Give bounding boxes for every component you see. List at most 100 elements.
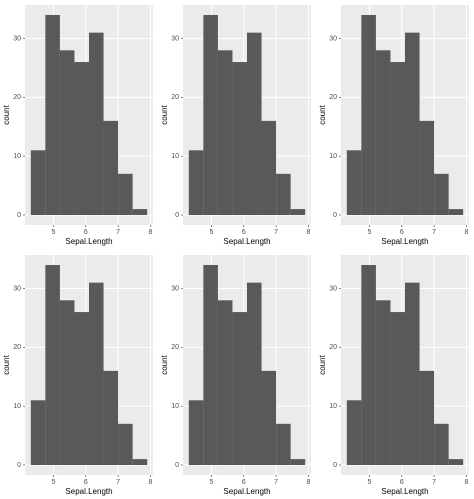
bar — [419, 370, 435, 465]
bar — [232, 312, 247, 465]
y-tick-label: 30 — [13, 285, 21, 292]
x-tick-label: 7 — [274, 229, 278, 236]
x-axis-title: Sepal.Length — [381, 237, 428, 246]
x-tick-label: 8 — [306, 479, 310, 486]
bar — [30, 150, 46, 215]
bar — [89, 32, 104, 215]
y-tick-label: 10 — [329, 153, 337, 160]
y-tick-label: 0 — [175, 212, 179, 219]
bar — [188, 150, 204, 215]
bar — [188, 400, 204, 465]
y-tick-label: 0 — [333, 462, 337, 469]
y-tick-label: 20 — [171, 94, 179, 101]
bar — [132, 459, 148, 465]
bar — [361, 15, 376, 215]
bar — [390, 312, 405, 465]
y-tick-label: 20 — [329, 94, 337, 101]
x-axis-title: Sepal.Length — [65, 237, 112, 246]
y-tick-label: 10 — [13, 153, 21, 160]
y-tick-label: 0 — [175, 462, 179, 469]
y-tick-label: 30 — [171, 35, 179, 42]
y-axis-title: count — [2, 104, 11, 124]
bar — [276, 423, 291, 465]
bar — [448, 209, 464, 215]
bar — [132, 209, 148, 215]
y-tick-label: 10 — [13, 403, 21, 410]
bar — [45, 15, 60, 215]
x-tick-label: 8 — [464, 229, 468, 236]
x-tick-label: 6 — [84, 479, 88, 486]
bar — [59, 50, 75, 216]
bar — [74, 62, 89, 215]
bar — [203, 15, 218, 215]
x-tick-label: 7 — [116, 479, 120, 486]
bar — [103, 370, 119, 465]
bar — [419, 120, 435, 215]
bar — [276, 173, 291, 215]
bar — [247, 32, 262, 215]
bar — [103, 120, 119, 215]
bar — [434, 423, 449, 465]
x-tick-label: 6 — [400, 479, 404, 486]
bar — [346, 150, 362, 215]
x-tick-label: 7 — [116, 229, 120, 236]
bar — [434, 173, 449, 215]
y-tick-label: 10 — [329, 403, 337, 410]
bar — [290, 209, 306, 215]
bar — [232, 62, 247, 215]
y-axis-title: count — [318, 354, 327, 374]
x-tick-label: 7 — [274, 479, 278, 486]
x-tick-label: 8 — [148, 229, 152, 236]
bar — [375, 50, 391, 216]
bar — [261, 120, 277, 215]
y-tick-label: 30 — [171, 285, 179, 292]
y-tick-label: 30 — [329, 35, 337, 42]
x-axis-title: Sepal.Length — [223, 237, 270, 246]
bar — [203, 265, 218, 465]
bar — [405, 32, 420, 215]
bar — [247, 282, 262, 465]
x-tick-label: 7 — [432, 479, 436, 486]
bar — [217, 300, 233, 465]
x-tick-label: 6 — [84, 229, 88, 236]
x-tick-label: 5 — [51, 229, 55, 236]
bar — [89, 282, 104, 465]
bar — [448, 459, 464, 465]
y-axis-title: count — [318, 104, 327, 124]
bar — [30, 400, 46, 465]
x-tick-label: 5 — [367, 229, 371, 236]
x-tick-label: 6 — [400, 229, 404, 236]
y-tick-label: 0 — [17, 212, 21, 219]
bar — [118, 423, 133, 465]
y-tick-label: 20 — [13, 344, 21, 351]
bar — [74, 312, 89, 465]
y-tick-label: 0 — [17, 462, 21, 469]
bar — [405, 282, 420, 465]
bar — [261, 370, 277, 465]
y-tick-label: 20 — [13, 94, 21, 101]
x-tick-label: 6 — [242, 479, 246, 486]
bar — [375, 300, 391, 465]
y-axis-title: count — [160, 354, 169, 374]
bar — [361, 265, 376, 465]
x-axis-title: Sepal.Length — [65, 487, 112, 496]
x-tick-label: 8 — [306, 229, 310, 236]
bar — [346, 400, 362, 465]
x-tick-label: 5 — [209, 479, 213, 486]
x-tick-label: 5 — [367, 479, 371, 486]
y-tick-label: 10 — [171, 153, 179, 160]
y-tick-label: 20 — [329, 344, 337, 351]
y-tick-label: 0 — [333, 212, 337, 219]
x-tick-label: 8 — [464, 479, 468, 486]
bar — [290, 459, 306, 465]
y-tick-label: 30 — [13, 35, 21, 42]
x-tick-label: 7 — [432, 229, 436, 236]
x-tick-label: 5 — [209, 229, 213, 236]
bar — [118, 173, 133, 215]
y-tick-label: 20 — [171, 344, 179, 351]
y-tick-label: 10 — [171, 403, 179, 410]
bar — [390, 62, 405, 215]
bar — [217, 50, 233, 216]
